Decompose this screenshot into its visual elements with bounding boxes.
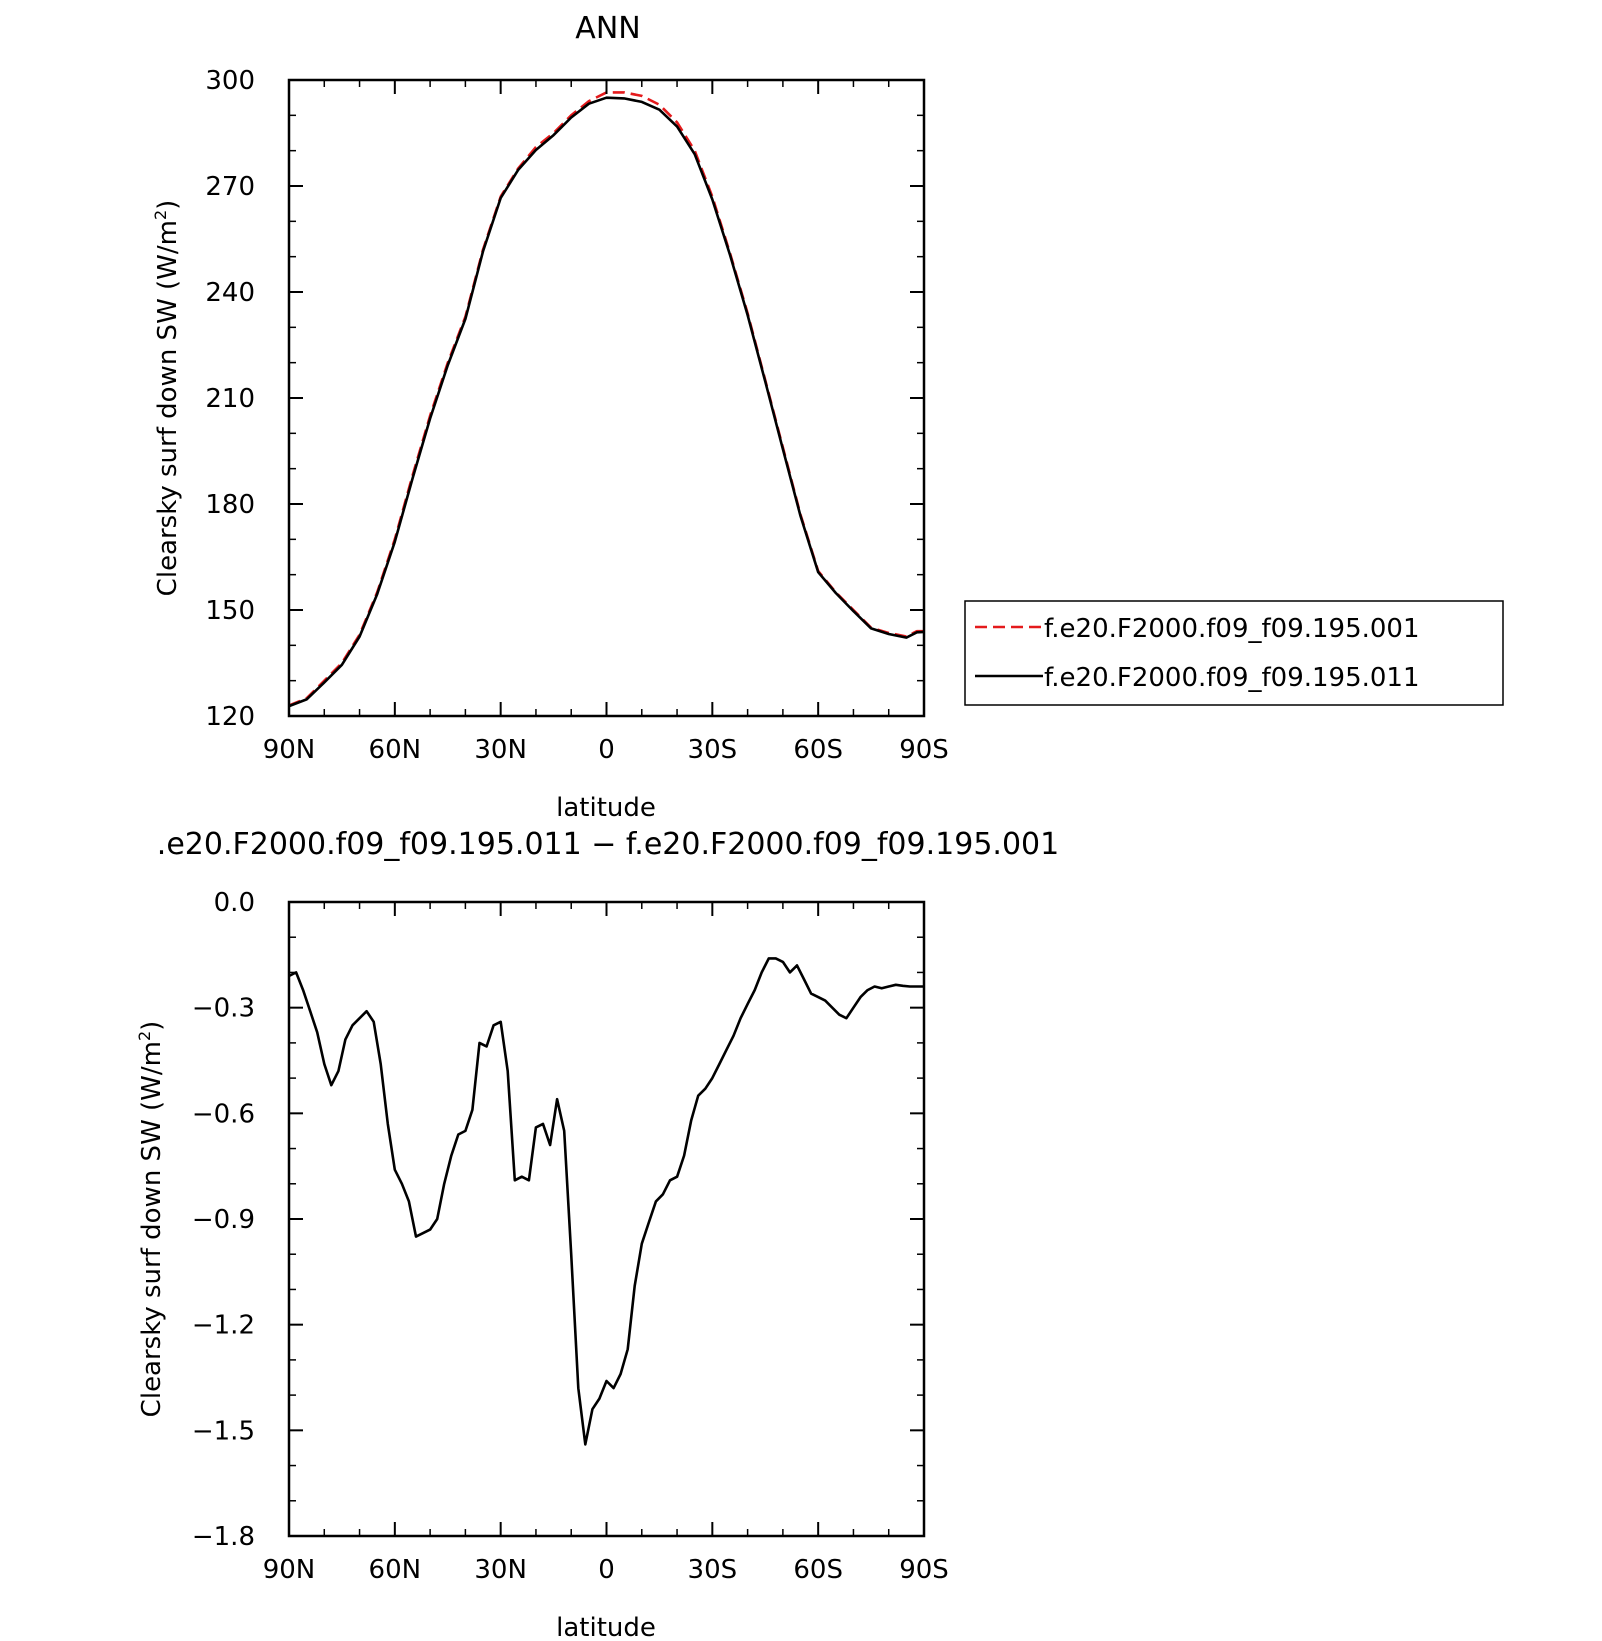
plot-lines — [288, 91, 925, 708]
x-tick-label: 30N — [474, 735, 527, 765]
x-axis-label: latitude — [556, 793, 656, 823]
x-tick-label: 60S — [793, 1555, 843, 1585]
plot-lines — [288, 957, 924, 1446]
y-axis-label: Clearsky surf down SW (W/m2) — [135, 1021, 167, 1418]
x-tick-label: 30S — [688, 735, 738, 765]
plot-frame — [287, 900, 926, 1538]
y-tick-label: 180 — [205, 490, 255, 520]
bottom-chart: .e20.F2000.f09_f09.195.011 − f.e20.F2000… — [135, 827, 1059, 1641]
x-tick-label: 60S — [793, 735, 843, 765]
y-tick-label: −0.6 — [192, 1099, 255, 1129]
legend-label-series-0: f.e20.F2000.f09_f09.195.001 — [1044, 614, 1420, 644]
x-tick-label: 0 — [598, 735, 615, 765]
legend: f.e20.F2000.f09_f09.195.001 f.e20.F2000.… — [964, 600, 1504, 706]
x-tick-label: 90N — [263, 735, 316, 765]
plot-frame — [287, 78, 926, 718]
y-tick-label: 270 — [205, 172, 255, 202]
axis-ticks: 90N 60N 30N 0 30S 60S 90S 120 150 180 210 240 270 300 — [205, 66, 948, 765]
series-line-0 — [288, 957, 924, 1446]
y-tick-label: −0.9 — [192, 1205, 255, 1235]
x-tick-label: 60N — [369, 735, 422, 765]
x-tick-label: 30S — [688, 1555, 738, 1585]
x-tick-label: 30N — [474, 1555, 527, 1585]
x-tick-label: 90S — [899, 1555, 949, 1585]
y-tick-label: −1.8 — [192, 1522, 255, 1552]
axis-ticks: 90N 60N 30N 0 30S 60S 90S 0.0 −0.3 −0.6 −0.9 −1.2 −1… — [192, 888, 949, 1585]
x-tick-label: 60N — [369, 1555, 422, 1585]
y-tick-label: 0.0 — [214, 888, 255, 918]
y-tick-label: 240 — [205, 278, 255, 308]
y-tick-label: 210 — [205, 384, 255, 414]
series-line-0 — [288, 91, 924, 707]
y-tick-label: 120 — [205, 702, 255, 732]
y-tick-label: 150 — [205, 596, 255, 626]
series-line-1 — [288, 96, 925, 708]
x-tick-label: 0 — [598, 1555, 615, 1585]
y-axis-label: Clearsky surf down SW (W/m2) — [151, 200, 183, 597]
x-axis-label: latitude — [556, 1613, 656, 1641]
y-tick-label: −0.3 — [192, 994, 255, 1024]
x-tick-label: 90S — [899, 735, 949, 765]
legend-label-series-1: f.e20.F2000.f09_f09.195.011 — [1044, 663, 1420, 693]
top-chart: ANN 90N 60N 30N 0 30S 60S 90S 120 150 180 210 240 27… — [151, 11, 1504, 823]
x-tick-label: 90N — [263, 1555, 316, 1585]
y-tick-label: −1.5 — [192, 1416, 255, 1446]
y-tick-label: −1.2 — [192, 1311, 255, 1341]
legend-box — [964, 600, 1504, 706]
chart-title: ANN — [575, 11, 640, 46]
chart-title: .e20.F2000.f09_f09.195.011 − f.e20.F2000… — [157, 827, 1059, 862]
y-tick-label: 300 — [205, 66, 255, 96]
